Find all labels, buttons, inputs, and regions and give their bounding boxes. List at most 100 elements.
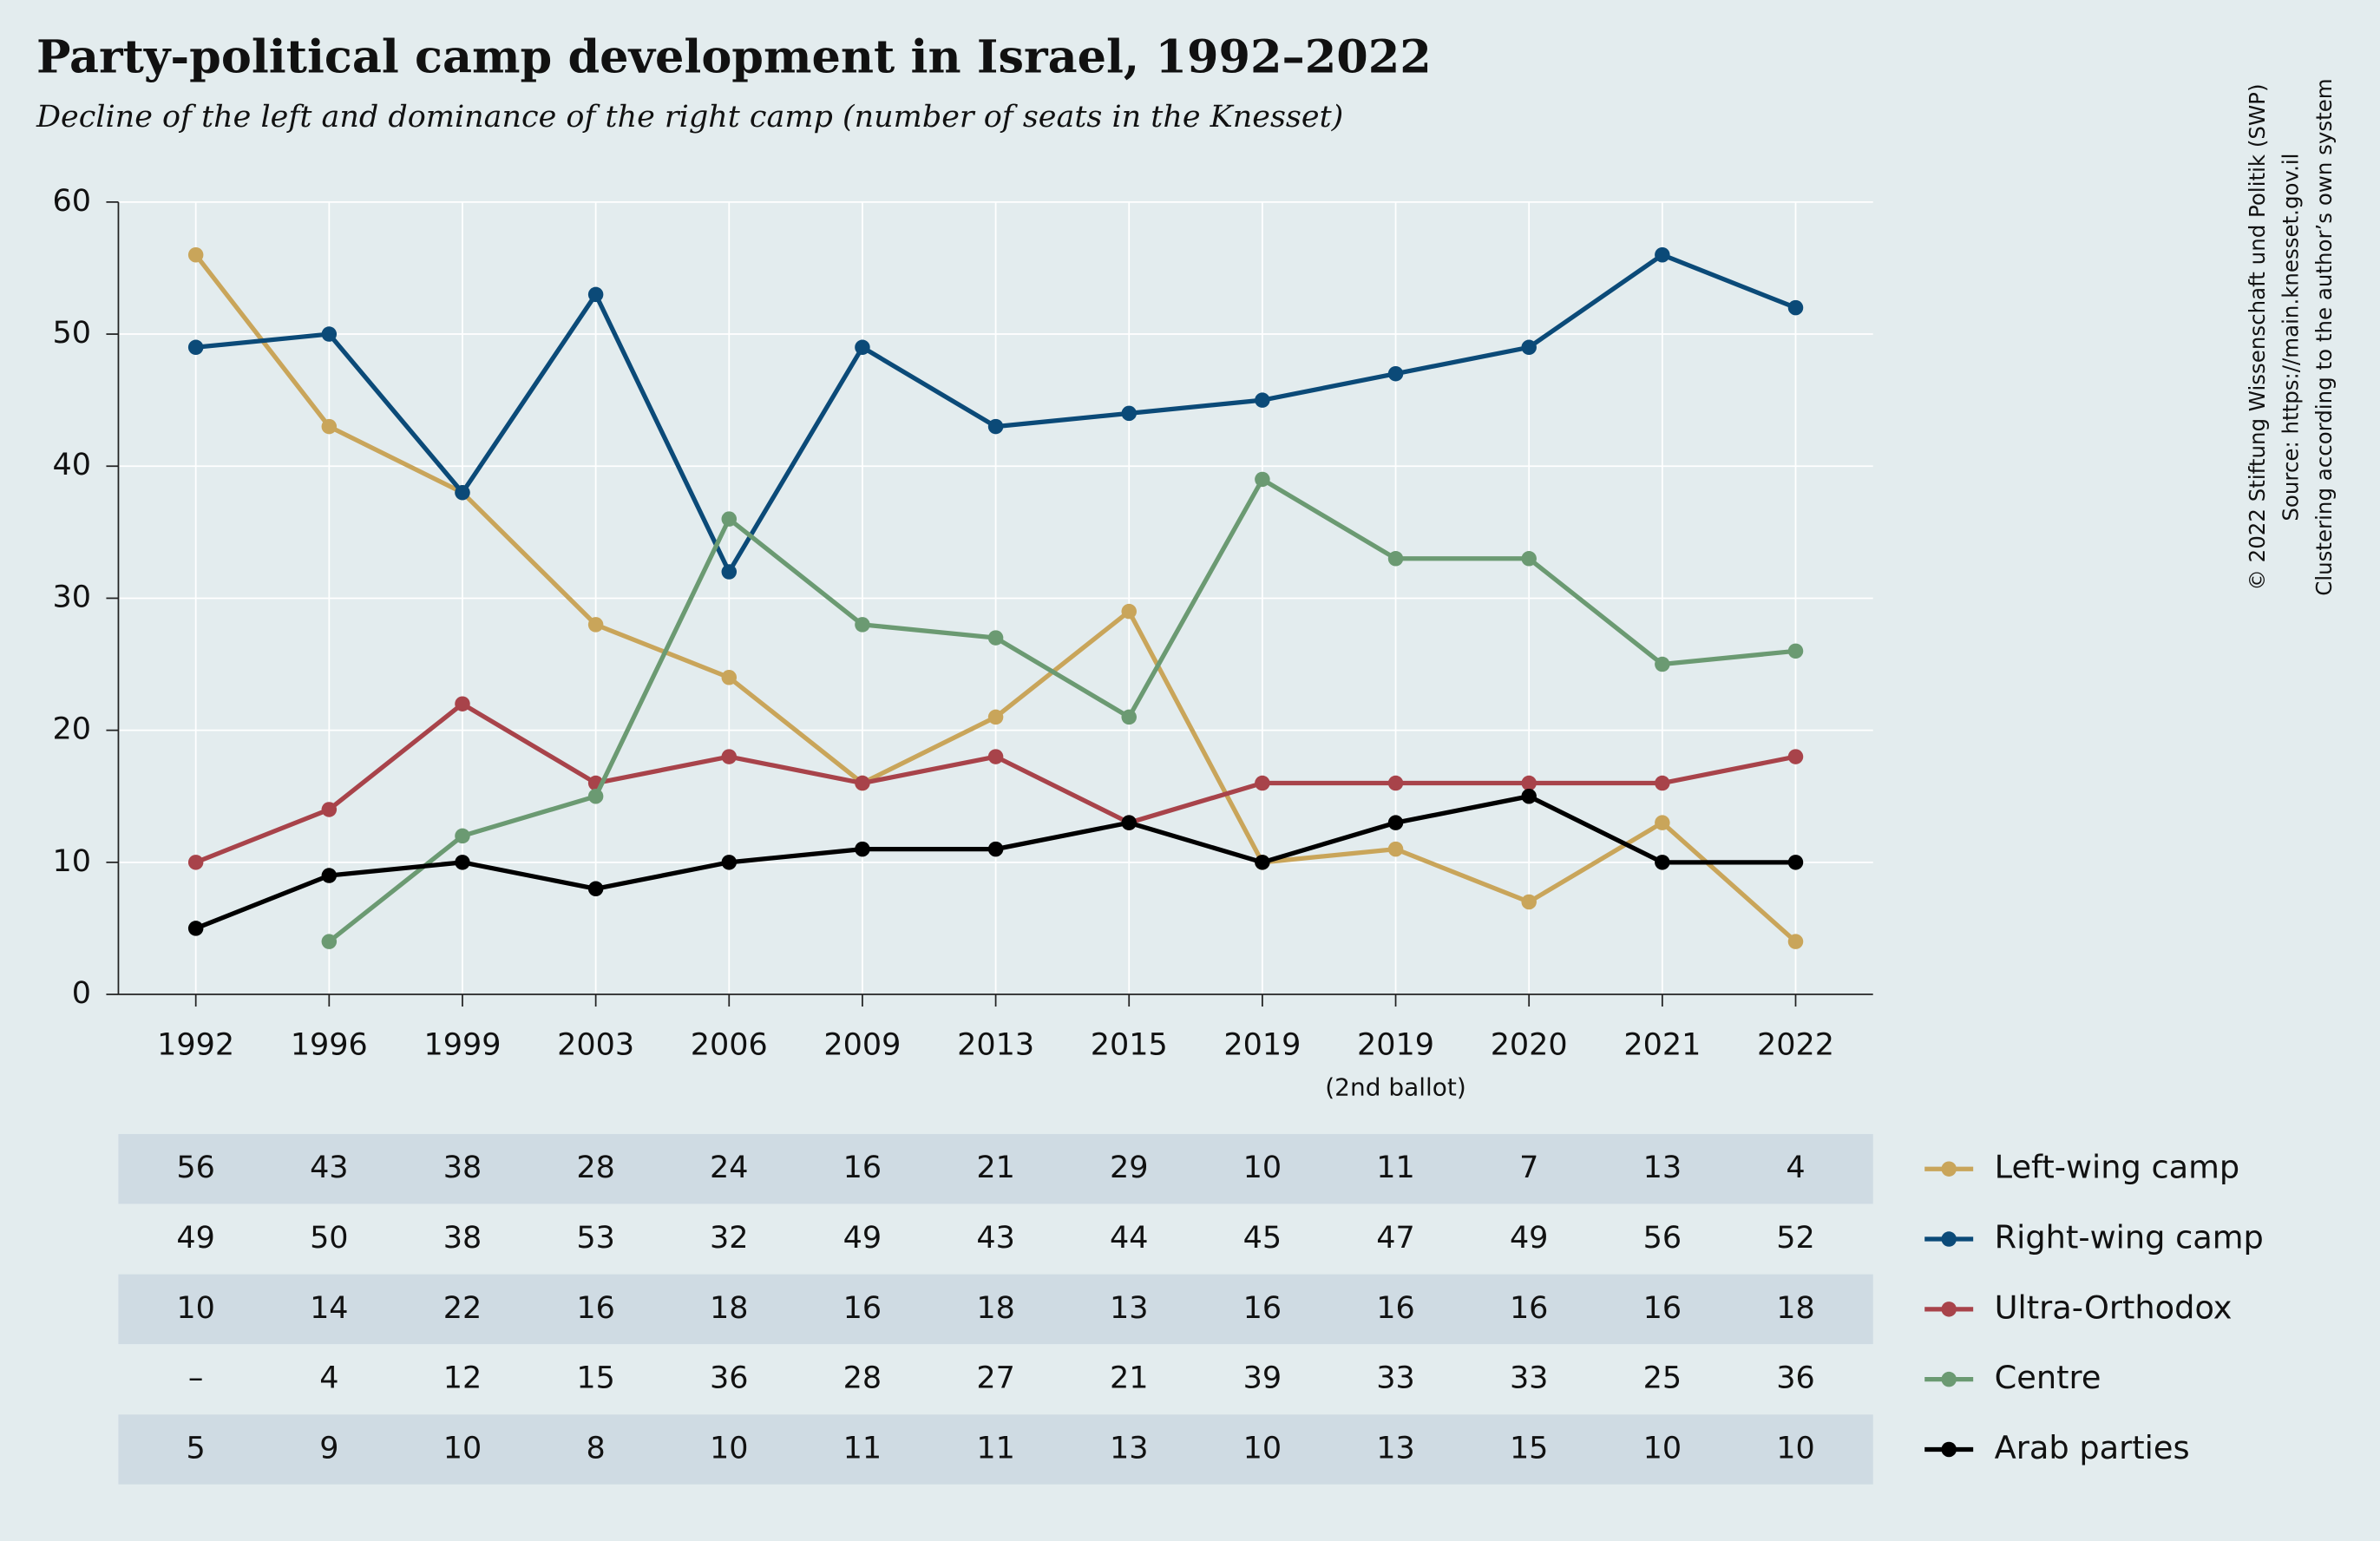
table-cell: 14 xyxy=(310,1291,349,1326)
x-tick-label: 2006 xyxy=(691,1028,768,1063)
data-point xyxy=(855,617,870,633)
data-point xyxy=(1521,775,1537,791)
data-point xyxy=(855,841,870,857)
data-point xyxy=(1521,788,1537,804)
table-cell: 16 xyxy=(1243,1291,1282,1326)
data-point xyxy=(1387,815,1404,830)
table-cell: 43 xyxy=(976,1221,1015,1256)
data-point xyxy=(455,828,470,844)
table-cell: 27 xyxy=(976,1361,1015,1396)
data-point xyxy=(987,418,1004,435)
data-point xyxy=(1787,299,1804,316)
data-point xyxy=(455,484,470,501)
table-cell: 8 xyxy=(586,1431,605,1466)
data-point xyxy=(1787,934,1804,949)
data-point xyxy=(1121,603,1137,620)
table-cell: 36 xyxy=(1776,1361,1815,1396)
table-cell: 45 xyxy=(1243,1221,1282,1256)
table-cell: 10 xyxy=(443,1431,482,1466)
table-cell: 13 xyxy=(1376,1431,1415,1466)
legend-label: Centre xyxy=(1995,1359,2101,1396)
data-point xyxy=(855,339,870,356)
data-point xyxy=(1121,405,1137,422)
data-point xyxy=(1387,775,1404,791)
table-cell: 33 xyxy=(1510,1361,1549,1396)
y-tick-label: 0 xyxy=(72,976,91,1011)
table-cell: 49 xyxy=(843,1221,882,1256)
data-point xyxy=(1787,643,1804,659)
table-cell: 16 xyxy=(1510,1291,1549,1326)
table-cell: 25 xyxy=(1643,1361,1682,1396)
data-point xyxy=(721,855,738,870)
data-point xyxy=(1655,246,1670,263)
legend-swatch xyxy=(1941,1231,1957,1247)
legend-swatch xyxy=(1941,1371,1957,1387)
data-point xyxy=(1387,365,1404,382)
table-cell: 11 xyxy=(843,1431,882,1466)
table-cell: 29 xyxy=(1110,1151,1149,1185)
table-cell: 10 xyxy=(176,1291,215,1326)
table-cell: 16 xyxy=(1376,1291,1415,1326)
table-cell: 44 xyxy=(1110,1221,1149,1256)
x-tick-label: 2003 xyxy=(557,1028,634,1063)
table-cell: 13 xyxy=(1110,1291,1149,1326)
table-cell: 16 xyxy=(843,1151,882,1185)
table-cell: 49 xyxy=(176,1221,215,1256)
data-point xyxy=(721,670,738,685)
table-cell: 32 xyxy=(710,1221,749,1256)
data-point xyxy=(987,841,1004,857)
x-tick-label: 2019 xyxy=(1357,1028,1434,1063)
data-point xyxy=(187,246,204,263)
x-tick-label: 2022 xyxy=(1757,1028,1834,1063)
data-point xyxy=(321,418,338,435)
table-cell: 39 xyxy=(1243,1361,1282,1396)
y-tick-label: 30 xyxy=(52,580,91,614)
table-cell: 16 xyxy=(1643,1291,1682,1326)
data-point xyxy=(1387,551,1404,567)
data-point xyxy=(1255,471,1270,488)
table-cell: 13 xyxy=(1110,1431,1149,1466)
x-tick-label: 2013 xyxy=(957,1028,1034,1063)
table-cell: 24 xyxy=(710,1151,749,1185)
data-point xyxy=(1521,339,1537,356)
data-point xyxy=(1255,392,1270,408)
data-point xyxy=(1655,855,1670,870)
table-cell: 21 xyxy=(976,1151,1015,1185)
data-point xyxy=(987,630,1004,646)
legend-swatch xyxy=(1941,1161,1957,1177)
table-cell: – xyxy=(188,1361,203,1396)
table-stripe xyxy=(118,1133,1873,1204)
data-point xyxy=(455,855,470,870)
source-block: © 2022 Stiftung Wissenschaft und Politik… xyxy=(2245,78,2337,595)
source-line: Source: https://main.knesset.gov.il xyxy=(2278,154,2304,521)
x-tick-label: 2021 xyxy=(1623,1028,1701,1063)
table-cell: 11 xyxy=(1376,1151,1415,1185)
data-point xyxy=(187,921,204,936)
table-cell: 56 xyxy=(176,1151,215,1185)
y-tick-label: 10 xyxy=(52,844,91,879)
table-cell: 4 xyxy=(319,1361,338,1396)
data-point xyxy=(1655,815,1670,830)
x-tick-label: 2019 xyxy=(1223,1028,1301,1063)
data-point xyxy=(1787,855,1804,870)
data-point xyxy=(187,339,204,356)
source-line: © 2022 Stiftung Wissenschaft und Politik… xyxy=(2245,83,2270,590)
table-cell: 43 xyxy=(310,1151,349,1185)
data-point xyxy=(1121,815,1137,830)
data-point xyxy=(321,326,338,342)
x-tick-label: 2020 xyxy=(1491,1028,1568,1063)
legend-swatch xyxy=(1941,1441,1957,1458)
data-point xyxy=(987,749,1004,764)
data-point xyxy=(1255,775,1270,791)
data-point xyxy=(587,788,604,804)
table-cell: 22 xyxy=(443,1291,482,1326)
data-point xyxy=(187,855,204,870)
table-cell: 16 xyxy=(576,1291,615,1326)
data-point xyxy=(321,868,338,883)
legend-swatch xyxy=(1941,1302,1957,1317)
data-point xyxy=(455,696,470,711)
table-cell: 15 xyxy=(576,1361,615,1396)
data-point xyxy=(587,617,604,633)
chart-title: Party-political camp development in Isra… xyxy=(36,31,1432,84)
